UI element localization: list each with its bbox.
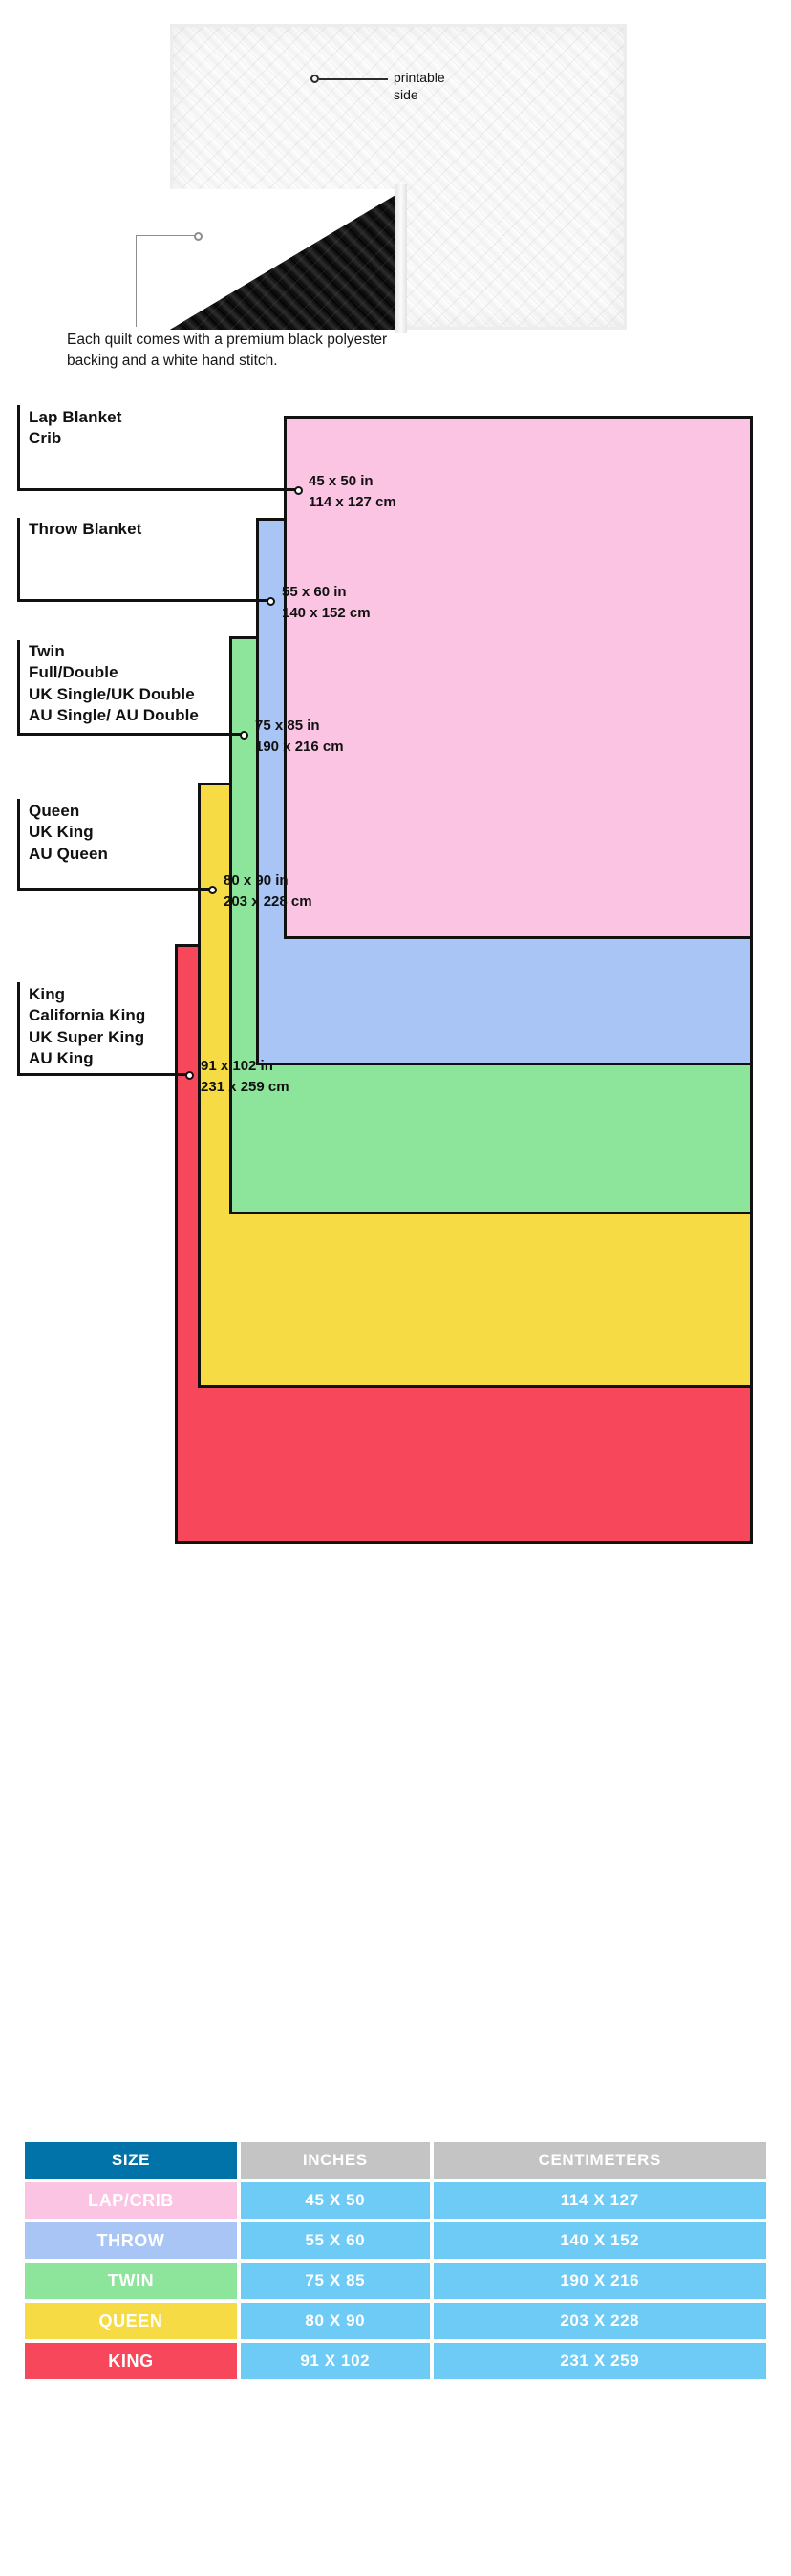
size-group-label-king: King California King UK Super King AU Ki… (29, 985, 146, 1068)
printable-side-callout-line (319, 78, 388, 80)
backing-note-text: Each quilt comes with a premium black po… (67, 332, 388, 370)
table-cell-inches-queen: 80 X 90 (241, 2303, 430, 2339)
table-row: QUEEN 80 X 90 203 X 228 (25, 2303, 766, 2339)
size-rect-lap-crib (284, 416, 753, 939)
size-group-label-queen: Queen UK King AU Queen (29, 802, 108, 863)
bracket-queen (17, 799, 212, 891)
table-header-inches: INCHES (241, 2142, 430, 2179)
bracket-lap-crib (17, 405, 298, 491)
dim-label-queen: 80 x 90 in 203 x 228 cm (224, 872, 312, 910)
table-header-size: SIZE (25, 2142, 237, 2179)
table-cell-size-throw: THROW (25, 2222, 237, 2259)
bracket-throw (17, 518, 270, 602)
table-cell-cm-throw: 140 X 152 (433, 2222, 766, 2259)
quilt-black-backing (170, 188, 407, 330)
dim-dot-lap-crib (294, 486, 303, 495)
dim-label-throw: 55 x 60 in 140 x 152 cm (282, 584, 371, 621)
black-backing-callout-dot (194, 232, 203, 241)
table-cell-cm-queen: 203 X 228 (433, 2303, 766, 2339)
table-cell-inches-lap-crib: 45 X 50 (241, 2182, 430, 2219)
printable-side-callout-dot (310, 75, 319, 83)
table-cell-size-queen: QUEEN (25, 2303, 237, 2339)
table-row: KING 91 X 102 231 X 259 (25, 2343, 766, 2379)
table-header-row: SIZE INCHES CENTIMETERS (25, 2142, 766, 2179)
bracket-king (17, 982, 189, 1076)
table-cell-cm-king: 231 X 259 (433, 2343, 766, 2379)
black-backing-callout-line-horizontal (136, 235, 194, 236)
size-chart-table: SIZE INCHES CENTIMETERS LAP/CRIB 45 X 50… (21, 2138, 770, 2383)
dim-dot-queen (208, 886, 217, 894)
size-comparison-diagram: Lap Blanket Crib 45 x 50 in 114 x 127 cm… (0, 392, 791, 2102)
table-cell-inches-twin: 75 X 85 (241, 2263, 430, 2299)
table-cell-size-king: KING (25, 2343, 237, 2379)
dim-label-twin: 75 x 85 in 190 x 216 cm (255, 718, 344, 755)
table-header-centimeters: CENTIMETERS (433, 2142, 766, 2179)
dim-label-lap-crib: 45 x 50 in 114 x 127 cm (309, 473, 396, 510)
dim-dot-twin (240, 731, 248, 740)
quilt-illustration-section: printable side Each quilt comes with a p… (0, 0, 791, 392)
dim-dot-throw (267, 597, 275, 606)
table-cell-cm-twin: 190 X 216 (433, 2263, 766, 2299)
bracket-twin (17, 640, 244, 736)
table-cell-inches-throw: 55 X 60 (241, 2222, 430, 2259)
dim-dot-king (185, 1071, 194, 1080)
table-cell-size-lap-crib: LAP/CRIB (25, 2182, 237, 2219)
printable-side-label: printable side (394, 70, 445, 102)
size-group-label-throw: Throw Blanket (29, 520, 142, 538)
size-group-label-lap-crib: Lap Blanket Crib (29, 408, 122, 448)
table-row: LAP/CRIB 45 X 50 114 X 127 (25, 2182, 766, 2219)
black-backing-callout-line-vertical (136, 235, 137, 327)
quilt-hand-stitch-edge (396, 184, 407, 333)
dim-label-king: 91 x 102 in 231 x 259 cm (201, 1058, 289, 1095)
size-group-label-twin: Twin Full/Double UK Single/UK Double AU … (29, 642, 199, 725)
quilt-image (170, 24, 627, 333)
table-row: TWIN 75 X 85 190 X 216 (25, 2263, 766, 2299)
table-cell-inches-king: 91 X 102 (241, 2343, 430, 2379)
table-cell-size-twin: TWIN (25, 2263, 237, 2299)
table-cell-cm-lap-crib: 114 X 127 (433, 2182, 766, 2219)
table-row: THROW 55 X 60 140 X 152 (25, 2222, 766, 2259)
